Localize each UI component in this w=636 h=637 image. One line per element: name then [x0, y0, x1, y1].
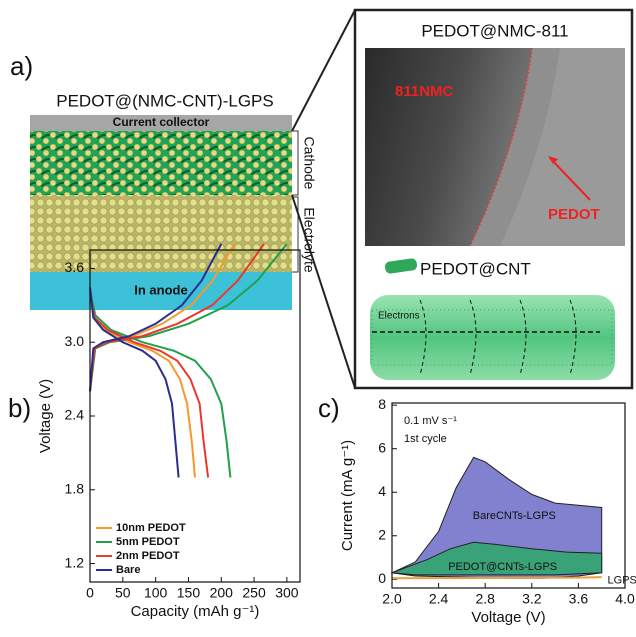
arrow-head	[548, 156, 558, 164]
series-label: LGPS	[608, 574, 636, 586]
cnt-cylinder	[370, 295, 615, 380]
y-tick-label: 3.6	[65, 259, 85, 275]
x-tick-label: 3.2	[522, 591, 542, 607]
current-collector	[30, 115, 292, 131]
x-tick-label: 4.0	[615, 591, 635, 607]
y-tick-label: 1.2	[65, 554, 85, 570]
y-tick-label: 1.8	[65, 480, 85, 496]
x-tick-label: 150	[177, 585, 201, 601]
x-tick-label: 100	[144, 585, 168, 601]
legend-label: 10nm PEDOT	[116, 522, 186, 534]
x-tick-label: 2.8	[475, 591, 495, 607]
layer-label: Current collector	[113, 115, 210, 129]
curve	[89, 292, 210, 478]
x-tick-label: 250	[242, 585, 266, 601]
layer-label: Electrolyte	[301, 207, 317, 273]
legend-label: Bare	[116, 564, 140, 576]
x-tick-label: 0	[86, 585, 94, 601]
zoom-line	[291, 9, 356, 389]
y-tick-label: 0	[378, 570, 386, 586]
schematic-title: PEDOT@(NMC-CNT)-LGPS	[56, 91, 273, 110]
y-tick-label: 2.4	[65, 407, 85, 423]
x-tick-label: 2.4	[429, 591, 449, 607]
panel-label: c)	[318, 393, 340, 423]
x-axis-label: Voltage (V)	[471, 609, 545, 626]
interface-line	[469, 47, 533, 247]
anode-layer	[30, 272, 292, 310]
arrow	[549, 157, 591, 201]
x-tick-label: 50	[115, 585, 131, 601]
tem-core-label: 811NMC	[395, 83, 454, 100]
cnt-wall	[371, 309, 613, 366]
legend-label: 5nm PEDOT	[116, 536, 180, 548]
curve	[89, 243, 265, 392]
annotation: 0.1 mV s⁻¹	[404, 415, 457, 427]
y-axis-label: Voltage (V)	[37, 379, 54, 453]
y-tick-label: 3.0	[65, 333, 85, 349]
tem-core	[365, 48, 532, 246]
cnt-icon	[384, 258, 418, 274]
x-tick-label: 2.0	[382, 591, 402, 607]
curve	[89, 286, 180, 478]
x-axis-label: Capacity (mAh g⁻¹)	[131, 603, 260, 620]
series-label: PEDOT@CNTs-LGPS	[448, 561, 557, 573]
y-tick-label: 6	[378, 439, 386, 455]
annotation: 1st cycle	[404, 433, 447, 445]
y-axis-label: Current (mA g⁻¹)	[339, 440, 356, 551]
cathode-layer	[30, 131, 292, 195]
curve	[89, 290, 232, 478]
series-label: BareCNTs-LGPS	[473, 510, 556, 522]
x-tick-label: 3.6	[569, 591, 589, 607]
cv-loop	[391, 541, 603, 576]
tem-shell-label: PEDOT	[548, 206, 600, 223]
panel-label: a)	[10, 51, 33, 81]
plot-frame	[89, 249, 301, 583]
x-tick-label: 200	[210, 585, 234, 601]
panel-label: b)	[8, 393, 31, 423]
cnt-title: PEDOT@CNT	[420, 259, 531, 278]
y-tick-label: 4	[378, 483, 386, 499]
layer-label: In anode	[134, 282, 187, 297]
x-tick-label: 300	[275, 585, 299, 601]
plot-frame	[391, 402, 626, 589]
cv-loop	[391, 576, 602, 580]
electrons-label: Electrons	[378, 311, 420, 322]
electrolyte-layer	[30, 195, 292, 272]
layer-label: Cathode	[301, 137, 317, 190]
y-tick-label: 2	[378, 526, 386, 542]
tem-title: PEDOT@NMC-811	[421, 21, 568, 40]
tem-shell	[470, 48, 560, 246]
curve	[89, 243, 223, 392]
legend-label: 2nm PEDOT	[116, 550, 180, 562]
y-tick-label: 8	[378, 396, 386, 412]
bracket	[292, 130, 299, 273]
